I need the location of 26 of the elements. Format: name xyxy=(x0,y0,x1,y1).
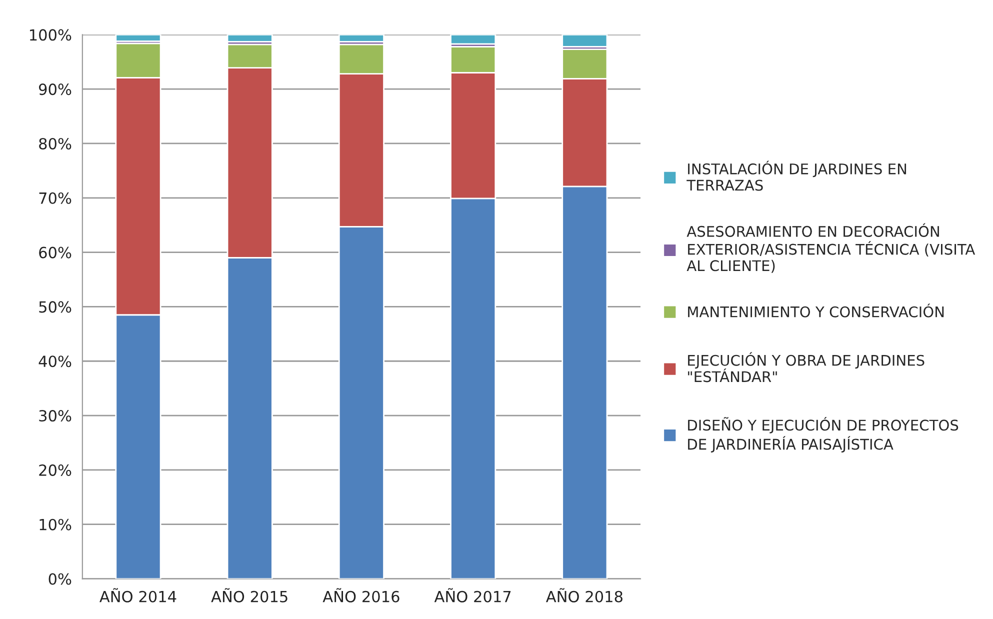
y-tick-label: 20% xyxy=(39,464,72,476)
legend-label: ASESORAMIENTO EN DECORACIÓN EXTERIOR/ASISTENCIA TÉCNICA (VISITA AL CLIENTE) xyxy=(686,223,976,273)
bar xyxy=(562,34,608,48)
y-tick-label: 0% xyxy=(48,573,72,585)
x-tick-label: AÑO 2014 xyxy=(100,588,176,602)
y-tick-label: 10% xyxy=(40,518,72,530)
legend-label: INSTALACIÓN DE JARDINES EN TERRAZAS xyxy=(686,160,906,191)
bar xyxy=(338,34,384,42)
bar xyxy=(115,34,162,42)
x-tick-label: AÑO 2016 xyxy=(322,588,400,602)
legend-label: DISEÑO Y EJECUCIÓN DE PROYECTOS DE JARDINERÍA PAISAJÍSTICA xyxy=(688,416,958,452)
legend-label: MANTENIMIENTO Y CONSERVACIÓN xyxy=(688,304,944,318)
y-tick-label: 40% xyxy=(38,356,72,368)
y-tick-label: 100% xyxy=(30,29,72,41)
y-tick-label: 90% xyxy=(39,84,72,96)
x-tick-label: AÑO 2017 xyxy=(434,588,511,602)
y-tick-label: 50% xyxy=(39,301,72,313)
y-tick-label: 60% xyxy=(39,246,72,258)
y-tick-label: 80% xyxy=(39,138,72,150)
bar xyxy=(450,34,496,45)
x-tick-label: AÑO 2015 xyxy=(211,588,288,602)
x-tick-label: AÑO 2018 xyxy=(546,588,622,602)
legend-label: EJECUCIÓN Y OBRA DE JARDINES "ESTÁNDAR" xyxy=(688,352,924,382)
y-tick-label: 70% xyxy=(39,192,72,204)
bar xyxy=(226,34,273,42)
y-tick-label: 30% xyxy=(39,410,72,422)
